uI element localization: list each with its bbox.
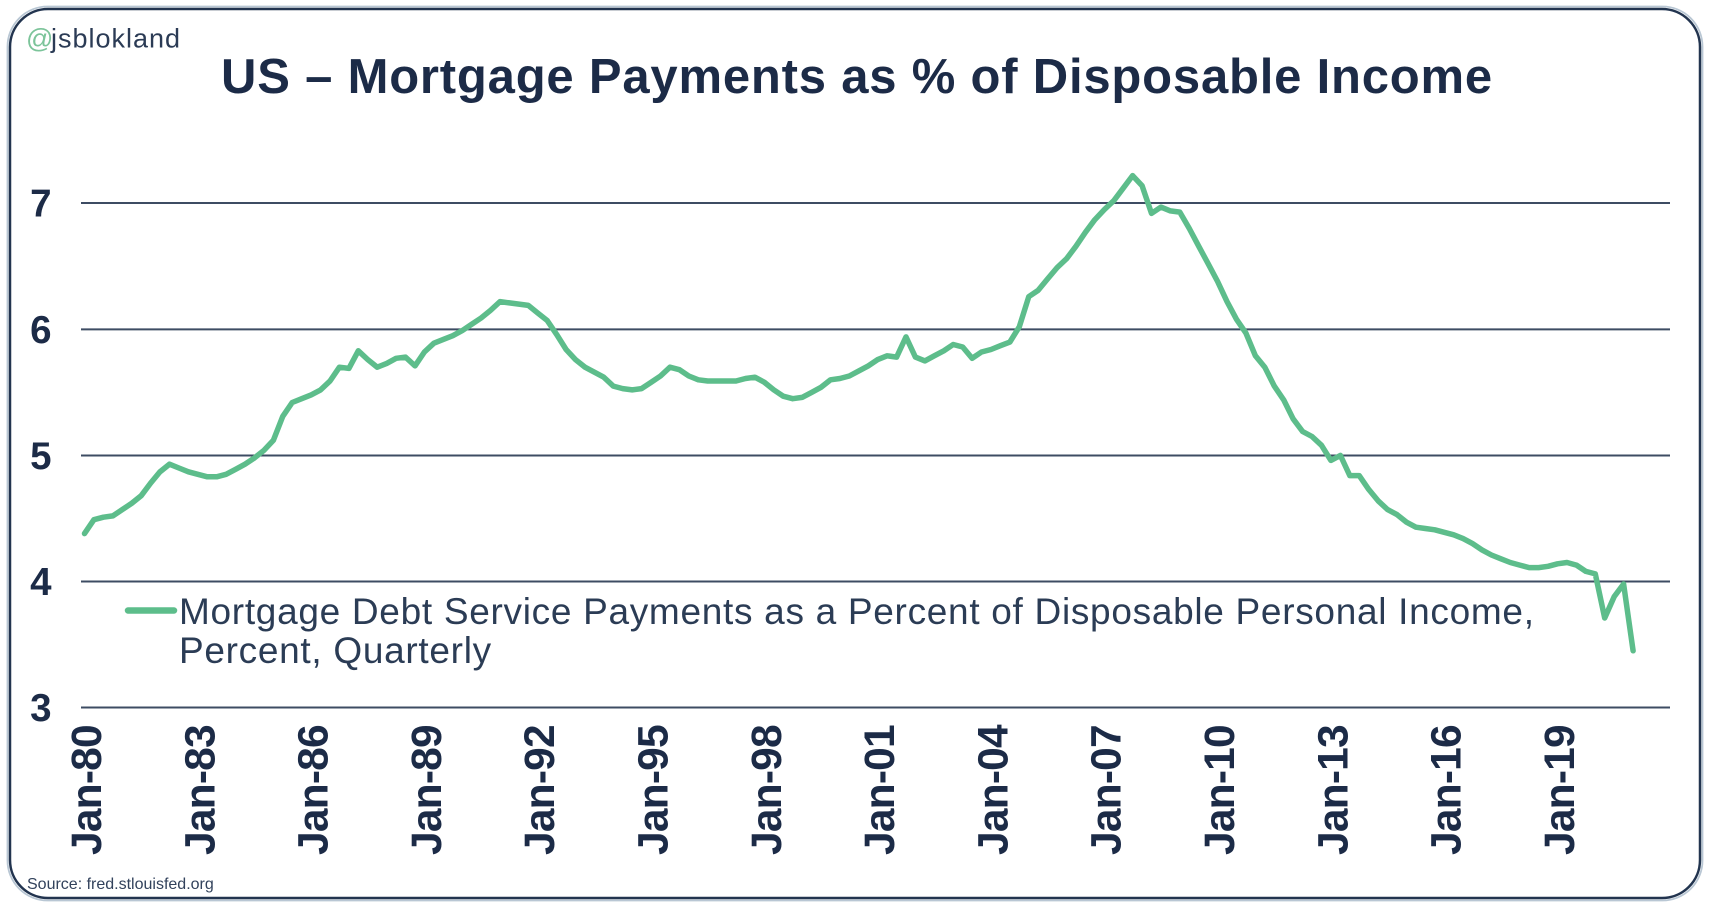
svg-text:Jan-92: Jan-92 xyxy=(517,725,564,855)
svg-text:Jan-13: Jan-13 xyxy=(1310,725,1357,855)
svg-text:5: 5 xyxy=(30,435,51,478)
svg-text:Jan-01: Jan-01 xyxy=(857,725,904,855)
svg-text:Jan-86: Jan-86 xyxy=(291,725,338,855)
svg-text:7: 7 xyxy=(30,182,51,225)
svg-text:jsblokland: jsblokland xyxy=(50,24,181,54)
svg-text:Jan-07: Jan-07 xyxy=(1084,725,1131,855)
svg-text:6: 6 xyxy=(30,309,51,352)
svg-text:Mortgage Debt Service Payments: Mortgage Debt Service Payments as a Perc… xyxy=(179,591,1535,632)
svg-text:Jan-19: Jan-19 xyxy=(1537,725,1584,855)
svg-text:Jan-95: Jan-95 xyxy=(631,725,678,855)
svg-text:Jan-04: Jan-04 xyxy=(970,724,1017,855)
svg-text:Jan-10: Jan-10 xyxy=(1197,725,1244,855)
svg-text:Jan-80: Jan-80 xyxy=(64,725,111,855)
svg-text:Jan-98: Jan-98 xyxy=(744,725,791,855)
svg-text:Jan-16: Jan-16 xyxy=(1424,725,1471,855)
svg-text:Percent, Quarterly: Percent, Quarterly xyxy=(179,630,492,671)
svg-text:US – Mortgage Payments as % of: US – Mortgage Payments as % of Disposabl… xyxy=(221,50,1493,104)
svg-text:Jan-89: Jan-89 xyxy=(404,725,451,855)
svg-text:Source: fred.stlouisfed.org: Source: fred.stlouisfed.org xyxy=(27,876,214,893)
svg-text:3: 3 xyxy=(30,687,51,730)
svg-text:Jan-83: Jan-83 xyxy=(177,725,224,855)
svg-text:4: 4 xyxy=(30,561,52,604)
svg-text:@: @ xyxy=(26,24,53,54)
